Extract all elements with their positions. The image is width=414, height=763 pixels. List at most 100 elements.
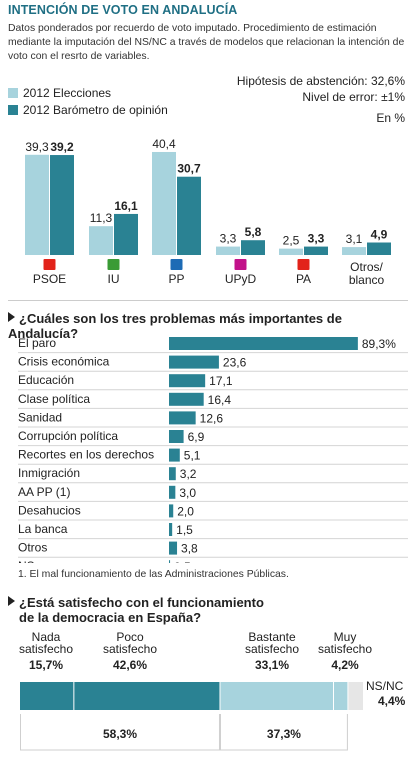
- problems-title: ¿Cuáles son los tres problemas más impor…: [8, 311, 414, 341]
- problem-bar: [169, 337, 358, 350]
- problem-label: Inmigración: [18, 466, 80, 480]
- triangle-bullet-icon: [8, 596, 15, 606]
- bar-value-label: 5,8: [245, 225, 262, 239]
- stacked-segment: [219, 682, 334, 710]
- bar: [152, 151, 176, 255]
- bar-value-label: 39,3: [25, 140, 49, 154]
- problem-value: 3,2: [180, 467, 197, 481]
- segment-value: 4,4%: [378, 694, 406, 708]
- stacked-segment: [73, 682, 220, 710]
- problem-bar: [169, 392, 204, 406]
- problem-label: AA PP (1): [18, 485, 70, 499]
- segment-label: Poco: [116, 630, 144, 644]
- bar: [304, 246, 328, 255]
- pa-logo-icon: [297, 259, 310, 270]
- bar-value-label: 3,3: [220, 232, 237, 246]
- bar: [89, 226, 113, 255]
- problems-title-text: ¿Cuáles son los tres problemas más impor…: [8, 311, 342, 341]
- legend-label-elecciones: 2012 Elecciones: [23, 86, 112, 100]
- problem-label: El paro: [18, 336, 56, 350]
- triangle-bullet-icon: [8, 312, 15, 322]
- bar-value-label: 11,3: [90, 211, 113, 225]
- pp-logo-icon: [170, 259, 183, 270]
- segment-label: satisfecho: [103, 642, 157, 656]
- segment-label: satisfecho: [245, 642, 299, 656]
- unit-note: En %: [376, 111, 405, 125]
- intro-text: Datos ponderados por recuerdo de voto im…: [8, 23, 405, 62]
- problem-value: 89,3%: [362, 337, 396, 351]
- problem-bar: [169, 504, 174, 518]
- bar: [241, 240, 265, 255]
- vote-intention-chart: 39,3 39,2 PSOE 11,316,1 IU 40,430,7 PP 3,3 5,8 UP…: [25, 137, 391, 287]
- problem-bar: [169, 523, 173, 536]
- problem-bar: [169, 560, 171, 563]
- problem-bar: [169, 374, 206, 388]
- legend-item-elecciones: 2012 Elecciones: [8, 86, 111, 100]
- abstention-note: Hipótesis de abstención: 32,6%: [236, 74, 405, 88]
- segment-label: satisfecho: [19, 642, 73, 656]
- democracy-title-line-2: de la democracia en España?: [19, 610, 202, 625]
- total-bracket: [20, 714, 220, 751]
- segment-value: 33,1%: [255, 658, 289, 672]
- segment-value: 42,6%: [113, 658, 147, 672]
- segment-label: NS/NC: [366, 679, 404, 693]
- bar-value-label: 4,9: [371, 228, 388, 242]
- problem-bar: [169, 448, 180, 462]
- problem-label: Recortes en los derechos: [18, 448, 154, 462]
- bar: [25, 154, 49, 255]
- problems-chart: El paro 89,3% Crisis económica 23,6 Educació…: [18, 336, 408, 563]
- category-label: blanco: [349, 273, 385, 287]
- legend-item-barometro: 2012 Barómetro de opinión: [8, 103, 168, 117]
- segment-label: Nada: [32, 630, 61, 644]
- problem-value: 3,0: [179, 486, 196, 500]
- problem-value: 0,5: [174, 560, 191, 563]
- category-label: Otros/: [350, 260, 383, 274]
- iu-logo-icon: [107, 259, 120, 270]
- problem-label: Otros: [18, 541, 47, 555]
- bar-value-label: 30,7: [177, 162, 201, 176]
- problem-bar: [169, 467, 176, 481]
- problem-value: 1,5: [176, 523, 193, 537]
- problem-label: La banca: [18, 522, 68, 536]
- footnote: 1. El mal funcionamiento de las Administ…: [18, 569, 289, 580]
- problem-value: 3,8: [181, 542, 198, 556]
- total-value: 37,3%: [267, 727, 301, 741]
- bar: [367, 242, 391, 255]
- bar-value-label: 16,1: [114, 199, 138, 213]
- problem-value: 5,1: [184, 449, 201, 463]
- democracy-chart: Nadasatisfecho15,7%Pocosatisfecho42,6%Ba…: [19, 630, 406, 751]
- total-value: 58,3%: [103, 727, 137, 741]
- stacked-segment: [20, 682, 74, 710]
- divider: [8, 300, 408, 301]
- bar: [50, 155, 74, 255]
- upyd-logo-icon: [234, 259, 247, 270]
- problem-value: 2,0: [177, 504, 194, 518]
- problem-label: Sanidad: [18, 410, 62, 424]
- bar-value-label: 3,3: [308, 232, 325, 246]
- problem-bar: [169, 485, 176, 499]
- stacked-segment: [347, 682, 363, 710]
- legend-label-barometro: 2012 Barómetro de opinión: [23, 103, 168, 117]
- problem-bar: [169, 541, 178, 555]
- problem-label: Crisis económica: [18, 355, 110, 369]
- segment-label: Muy: [334, 630, 357, 644]
- bar-value-label: 3,1: [346, 232, 363, 246]
- bar: [342, 247, 366, 255]
- problem-value: 17,1: [209, 374, 233, 388]
- problem-label: Desahucios: [18, 503, 81, 517]
- error-note: Nivel de error: ±1%: [302, 90, 405, 104]
- stacked-segment: [333, 682, 348, 710]
- legend-swatch-light: [8, 88, 18, 98]
- segment-value: 15,7%: [29, 658, 63, 672]
- bar: [177, 176, 201, 255]
- category-label: PSOE: [33, 272, 66, 286]
- bar-value-label: 2,5: [283, 234, 300, 248]
- problem-label: Clase política: [18, 392, 90, 406]
- psoe-logo-icon: [43, 259, 56, 270]
- bar: [114, 213, 138, 255]
- bar: [216, 246, 240, 255]
- category-label: IU: [108, 272, 120, 286]
- problem-value: 12,6: [200, 411, 224, 425]
- page-title: INTENCIÓN DE VOTO EN ANDALUCÍA: [8, 3, 238, 17]
- category-label: PA: [296, 272, 311, 286]
